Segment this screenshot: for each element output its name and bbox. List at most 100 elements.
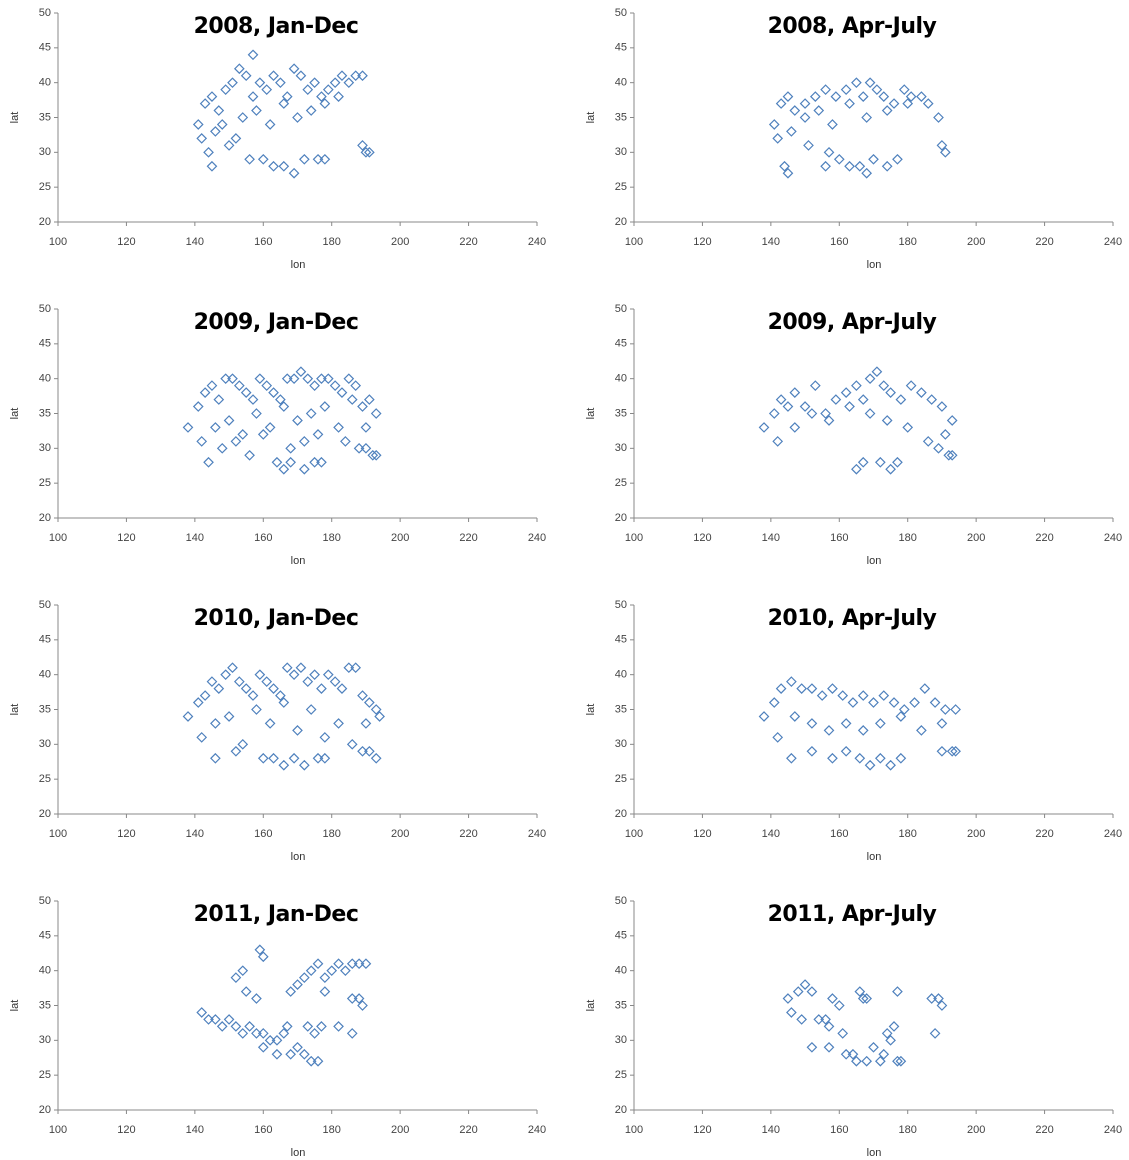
scatter-point [247, 690, 259, 701]
y-tick-label: 45 [615, 338, 627, 350]
scatter-point [199, 690, 211, 701]
scatter-point [292, 112, 303, 123]
scatter-point [196, 133, 208, 144]
y-tick-label: 35 [615, 703, 627, 715]
scatter-point [244, 449, 255, 461]
x-tick-label: 140 [762, 1124, 780, 1136]
scatter-point [868, 153, 879, 165]
scatter-point [916, 387, 927, 398]
scatter-point [251, 993, 262, 1004]
x-tick-label: 140 [186, 1124, 204, 1136]
scatter-point [206, 676, 218, 687]
y-tick-label: 30 [39, 1034, 51, 1046]
scatter-point [809, 91, 821, 102]
x-tick-label: 200 [967, 532, 985, 544]
scatter-point [257, 752, 269, 764]
y-tick-label: 35 [615, 999, 627, 1011]
y-tick-label: 30 [39, 442, 51, 454]
scatter-point [357, 1000, 368, 1011]
scatter-point [861, 112, 873, 123]
scatter-point [881, 1028, 893, 1039]
scatter-point [213, 105, 225, 116]
x-tick-label: 120 [693, 236, 711, 248]
scatter-point [806, 408, 818, 419]
y-tick-label: 35 [39, 111, 51, 123]
scatter-point [298, 436, 310, 447]
scatter-point [298, 153, 310, 165]
scatter-point [885, 1034, 896, 1046]
scatter-point [364, 394, 375, 405]
y-tick-label: 30 [39, 146, 51, 158]
x-tick-label: 120 [693, 1124, 711, 1136]
x-tick-label: 220 [1035, 532, 1053, 544]
scatter-point [888, 1021, 900, 1032]
scatter-point [878, 690, 890, 701]
scatter-point [789, 711, 801, 722]
scatter-point [909, 697, 920, 708]
scatter-point [182, 711, 194, 722]
scatter-point [319, 732, 331, 743]
scatter-point [374, 711, 385, 722]
y-tick-label: 45 [39, 634, 51, 646]
scatter-point [888, 98, 900, 109]
scatter-point [782, 91, 794, 102]
y-axis-title: lat [585, 408, 597, 420]
scatter-point [244, 1021, 255, 1032]
scatter-point [333, 91, 344, 102]
scatter-point [806, 745, 818, 757]
scatter-point [322, 669, 334, 681]
x-tick-label: 120 [693, 532, 711, 544]
scatter-point [786, 126, 797, 137]
y-tick-label: 30 [615, 1034, 627, 1046]
scatter-point [230, 972, 242, 983]
scatter-point [281, 91, 293, 102]
scatter-point [305, 105, 317, 116]
scatter-point [775, 683, 787, 694]
scatter-point [820, 160, 831, 172]
scatter-point [302, 373, 314, 385]
scatter-point [316, 683, 327, 694]
scatter-point [364, 146, 375, 158]
scatter-point [278, 98, 290, 109]
scatter-point [895, 711, 907, 722]
scatter-point [312, 958, 324, 970]
scatter-point [268, 683, 279, 694]
x-tick-label: 220 [1035, 1124, 1053, 1136]
scatter-point [340, 965, 351, 977]
y-tick-label: 20 [39, 512, 51, 524]
scatter-point [837, 690, 849, 701]
scatter-point [298, 1048, 310, 1060]
scatter-point [792, 986, 804, 997]
scatter-point [322, 373, 334, 385]
x-tick-label: 200 [391, 532, 409, 544]
scatter-point [898, 704, 910, 715]
scatter-point [786, 1007, 797, 1018]
scatter-point [230, 133, 242, 144]
x-tick-label: 240 [1104, 1124, 1122, 1136]
scatter-point [271, 1034, 283, 1046]
y-tick-label: 45 [39, 42, 51, 54]
x-tick-label: 140 [186, 828, 204, 840]
scatter-point [230, 436, 242, 447]
scatter-point [857, 394, 869, 405]
scatter-point [233, 380, 245, 391]
y-tick-label: 50 [615, 7, 627, 19]
scatter-point [346, 738, 358, 750]
scatter-point [823, 1041, 835, 1053]
scatter-point [233, 63, 245, 75]
scatter-point [827, 119, 838, 130]
scatter-point [871, 84, 883, 95]
scatter-point [898, 84, 910, 95]
scatter-point [295, 70, 307, 82]
x-tick-label: 140 [762, 236, 780, 248]
scatter-point [833, 1000, 845, 1011]
scatter-point [799, 112, 811, 123]
scatter-point [247, 91, 259, 102]
x-tick-label: 200 [967, 1124, 985, 1136]
scatter-point [360, 422, 372, 433]
scatter-point [820, 1014, 831, 1025]
scatter-point [257, 951, 269, 963]
scatter-point [278, 401, 290, 412]
scatter-point [854, 986, 866, 997]
scatter-point [230, 745, 242, 757]
